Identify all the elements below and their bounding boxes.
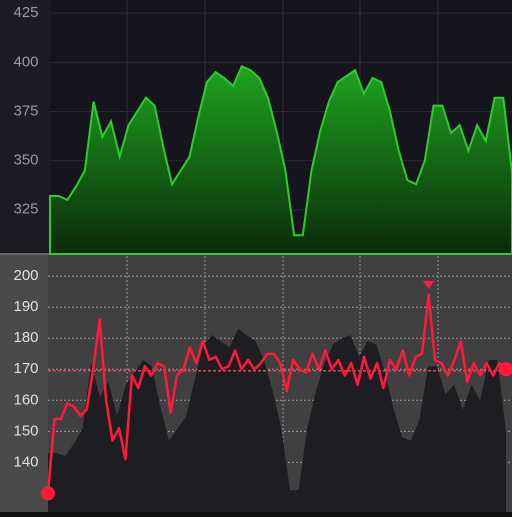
area xyxy=(48,328,506,512)
top-axis-panel xyxy=(0,0,50,254)
start-dot xyxy=(41,486,55,501)
max-marker xyxy=(422,280,435,289)
y-tick-label: 190 xyxy=(13,298,38,315)
y-tick-label: 180 xyxy=(13,329,38,346)
y-tick-label: 170 xyxy=(13,360,38,377)
y-tick-label: 150 xyxy=(13,422,38,439)
y-tick-label: 140 xyxy=(13,453,38,470)
y-tick-label: 200 xyxy=(13,267,38,284)
y-tick-label: 375 xyxy=(13,102,38,119)
y-tick-label: 425 xyxy=(13,4,38,21)
area xyxy=(49,64,512,255)
end-dot xyxy=(499,362,512,377)
y-tick-label: 400 xyxy=(13,53,38,70)
line xyxy=(46,293,507,494)
y-tick-label: 350 xyxy=(13,152,38,169)
bottom-axis-panel xyxy=(0,254,48,512)
y-tick-label: 160 xyxy=(13,391,38,408)
y-tick-label: 325 xyxy=(13,201,38,218)
